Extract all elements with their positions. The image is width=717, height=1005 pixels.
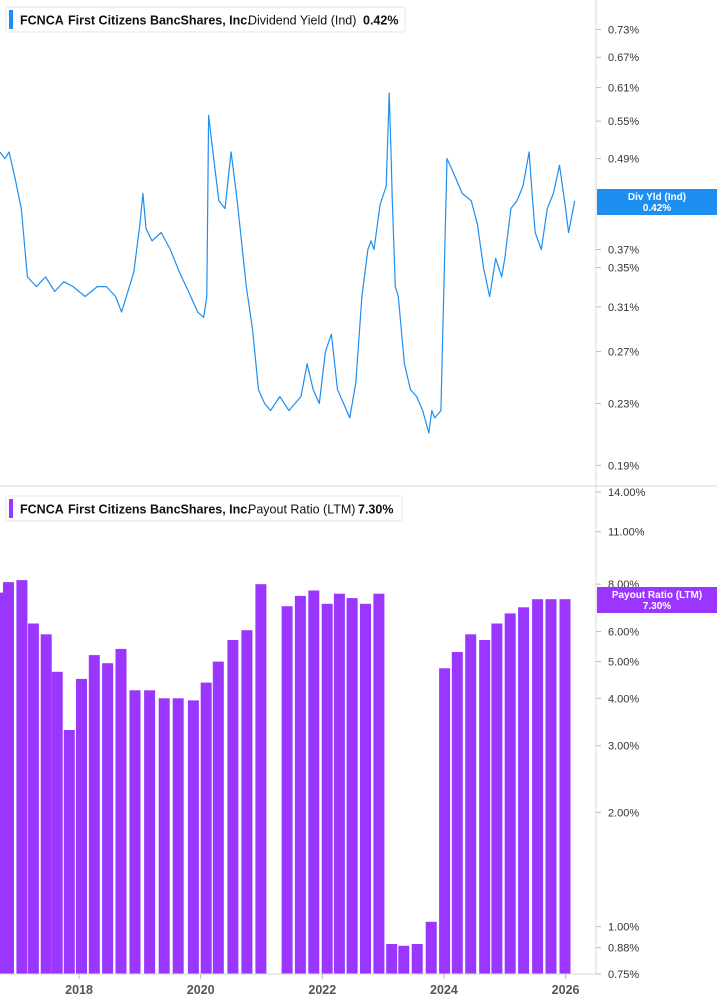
payout-bar bbox=[212, 661, 224, 974]
payout-legend-swatch bbox=[9, 499, 13, 518]
payout-y-tick-label: 2.00% bbox=[608, 807, 639, 819]
payout-bar bbox=[411, 944, 423, 974]
payout-y-tick-label: 0.75% bbox=[608, 969, 639, 981]
payout-y-tick-label: 11.00% bbox=[608, 527, 645, 539]
payout-bar bbox=[76, 678, 87, 974]
yield-badge-value: 0.42% bbox=[643, 203, 671, 214]
payout-bar bbox=[545, 599, 557, 974]
payout-bar bbox=[532, 599, 544, 974]
payout-bar bbox=[281, 606, 293, 974]
yield-legend-swatch bbox=[9, 10, 13, 29]
x-tick-label: 2018 bbox=[65, 983, 93, 997]
payout-bar bbox=[360, 603, 371, 974]
payout-legend: FCNCA First Citizens BancShares, Inc. Pa… bbox=[5, 495, 403, 522]
yield-legend-box bbox=[5, 6, 406, 33]
x-tick-label: 2020 bbox=[187, 983, 215, 997]
payout-bar bbox=[63, 730, 75, 974]
payout-bar bbox=[386, 944, 398, 974]
payout-bar bbox=[172, 698, 184, 974]
payout-y-tick-label: 6.00% bbox=[608, 627, 639, 639]
dividend-yield-panel: 0.73% 0.67% 0.61% 0.55% 0.49% 0.37% 0.35% 0.31%… bbox=[0, 0, 717, 486]
payout-legend-ticker: FCNCA bbox=[20, 503, 64, 517]
payout-bar bbox=[40, 634, 52, 974]
payout-bar bbox=[187, 700, 199, 974]
payout-y-tick-label: 5.00% bbox=[608, 657, 639, 669]
payout-bar bbox=[102, 663, 114, 974]
payout-bar bbox=[227, 640, 239, 974]
yield-legend-metric: Dividend Yield (Ind) bbox=[248, 14, 356, 28]
payout-y-ticks: 14.00%11.00%8.00%6.00%5.00%4.00%3.00%2.0… bbox=[596, 487, 646, 981]
payout-bar bbox=[144, 690, 156, 974]
dividend-yield-line bbox=[0, 92, 576, 434]
payout-bar bbox=[373, 593, 385, 974]
payout-badge-box bbox=[597, 587, 717, 613]
payout-legend-metric: Payout Ratio (LTM) bbox=[248, 503, 355, 517]
yield-y-tick-label: 0.23% bbox=[608, 398, 639, 410]
payout-bar bbox=[16, 580, 28, 974]
yield-legend-value: 0.42% bbox=[363, 14, 398, 28]
yield-y-tick-label: 0.67% bbox=[608, 52, 639, 64]
yield-y-tick-label: 0.49% bbox=[608, 154, 639, 166]
payout-bar bbox=[518, 607, 530, 974]
payout-bar bbox=[465, 634, 477, 974]
payout-bar bbox=[559, 599, 571, 974]
yield-y-tick-label: 0.73% bbox=[608, 24, 639, 36]
payout-bar bbox=[308, 590, 320, 974]
payout-bars bbox=[0, 580, 571, 974]
payout-bar bbox=[51, 671, 63, 974]
yield-badge-box bbox=[597, 189, 717, 215]
yield-y-tick-label: 0.61% bbox=[608, 83, 639, 95]
payout-bar bbox=[27, 623, 39, 974]
x-tick-label: 2026 bbox=[552, 983, 580, 997]
yield-y-tick-label: 0.35% bbox=[608, 263, 639, 275]
yield-legend-ticker: FCNCA bbox=[20, 14, 64, 28]
payout-bar bbox=[398, 945, 410, 974]
payout-legend-value: 7.30% bbox=[358, 503, 393, 517]
payout-y-tick-label: 14.00% bbox=[608, 487, 646, 499]
yield-y-tick-label: 0.19% bbox=[608, 460, 639, 472]
payout-bar bbox=[241, 630, 253, 974]
payout-bar bbox=[451, 652, 463, 974]
yield-y-tick-label: 0.27% bbox=[608, 347, 639, 359]
yield-legend-company: First Citizens BancShares, Inc. bbox=[68, 14, 251, 28]
payout-bar bbox=[115, 648, 127, 974]
payout-bar bbox=[200, 682, 212, 974]
payout-y-tick-label: 4.00% bbox=[608, 693, 639, 705]
payout-ratio-panel: 14.00%11.00%8.00%6.00%5.00%4.00%3.00%2.0… bbox=[0, 486, 717, 981]
payout-y-tick-label: 1.00% bbox=[608, 922, 639, 934]
yield-legend: FCNCA First Citizens BancShares, Inc. Di… bbox=[5, 6, 406, 33]
payout-bar bbox=[0, 592, 5, 974]
payout-bar bbox=[294, 595, 306, 974]
yield-y-tick-label: 0.55% bbox=[608, 116, 639, 128]
x-tick-label: 2024 bbox=[430, 983, 458, 997]
x-axis-ticks: 2018 2020 2022 2024 2026 bbox=[65, 974, 580, 997]
payout-bar bbox=[491, 623, 503, 974]
yield-y-tick-label: 0.31% bbox=[608, 302, 639, 314]
yield-badge-label: Div Yld (Ind) bbox=[628, 192, 686, 203]
payout-value-badge: Payout Ratio (LTM) 7.30% bbox=[597, 587, 717, 613]
x-tick-label: 2022 bbox=[308, 983, 336, 997]
payout-bar bbox=[255, 584, 267, 974]
payout-y-tick-label: 3.00% bbox=[608, 741, 639, 753]
payout-legend-company: First Citizens BancShares, Inc. bbox=[68, 503, 251, 517]
yield-value-badge: Div Yld (Ind) 0.42% bbox=[597, 189, 717, 215]
payout-bar bbox=[504, 613, 516, 974]
payout-badge-value: 7.30% bbox=[643, 601, 671, 612]
payout-legend-box bbox=[5, 495, 403, 522]
payout-bar bbox=[439, 668, 451, 974]
payout-bar bbox=[346, 598, 358, 974]
payout-bar bbox=[3, 582, 14, 974]
payout-bar bbox=[129, 690, 141, 974]
payout-bar bbox=[88, 655, 100, 974]
payout-bar bbox=[333, 593, 345, 974]
payout-badge-label: Payout Ratio (LTM) bbox=[612, 590, 702, 601]
payout-y-tick-label: 0.88% bbox=[608, 943, 639, 955]
yield-y-tick-label: 0.37% bbox=[608, 245, 639, 257]
payout-bar bbox=[321, 603, 333, 974]
payout-bar bbox=[158, 698, 170, 974]
payout-bar bbox=[479, 640, 491, 974]
payout-bar bbox=[425, 921, 437, 974]
yield-y-ticks: 0.73% 0.67% 0.61% 0.55% 0.49% 0.37% 0.35% 0.31%… bbox=[596, 24, 639, 472]
